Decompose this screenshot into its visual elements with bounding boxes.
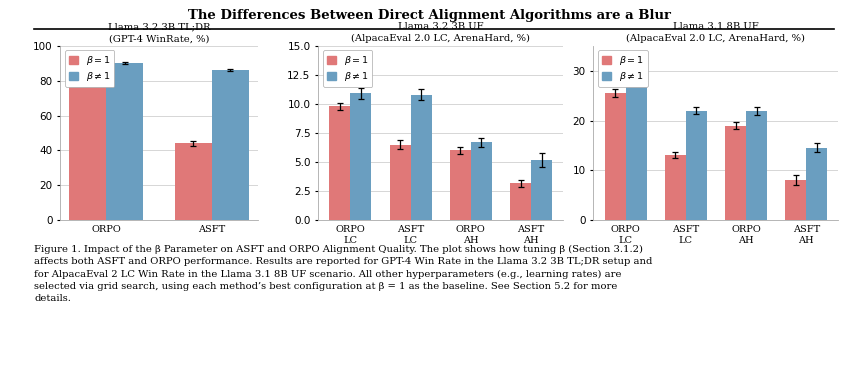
- Bar: [390, 145, 410, 220]
- Legend: $\beta=1$, $\beta\neq 1$: $\beta=1$, $\beta\neq 1$: [64, 50, 114, 87]
- Bar: [471, 142, 492, 220]
- Bar: [510, 183, 531, 220]
- Legend: $\beta=1$, $\beta\neq 1$: $\beta=1$, $\beta\neq 1$: [322, 50, 372, 87]
- Bar: [785, 180, 807, 220]
- Title: Llama 3.2 3B TL;DR
(GPT-4 WinRate, %): Llama 3.2 3B TL;DR (GPT-4 WinRate, %): [108, 23, 211, 43]
- Bar: [350, 93, 372, 220]
- Bar: [107, 63, 144, 220]
- Bar: [746, 111, 767, 220]
- Text: Impact of the β Parameter on ASFT and ORPO Alignment Quality.: Impact of the β Parameter on ASFT and OR…: [0, 379, 1, 380]
- Text: Figure 1.: Figure 1.: [0, 379, 1, 380]
- Bar: [725, 125, 746, 220]
- Bar: [531, 160, 552, 220]
- Text: Figure 1. Impact of the β Parameter on ASFT and ORPO Alignment Quality. The plot: Figure 1. Impact of the β Parameter on A…: [34, 245, 653, 303]
- Bar: [685, 111, 707, 220]
- Text: The Differences Between Direct Alignment Algorithms are a Blur: The Differences Between Direct Alignment…: [188, 10, 672, 22]
- Title: Llama 3.1 8B UF
(AlpacaEval 2.0 LC, ArenaHard, %): Llama 3.1 8B UF (AlpacaEval 2.0 LC, Aren…: [626, 22, 806, 43]
- Bar: [605, 93, 625, 220]
- Bar: [175, 144, 212, 220]
- Bar: [212, 70, 249, 220]
- Title: Llama 3.2 3B UF
(AlpacaEval 2.0 LC, ArenaHard, %): Llama 3.2 3B UF (AlpacaEval 2.0 LC, Aren…: [351, 22, 531, 43]
- Bar: [410, 95, 432, 220]
- Bar: [665, 155, 685, 220]
- Bar: [69, 82, 107, 220]
- Bar: [625, 76, 647, 220]
- Legend: $\beta=1$, $\beta\neq 1$: $\beta=1$, $\beta\neq 1$: [598, 50, 648, 87]
- Bar: [450, 150, 471, 220]
- Bar: [329, 106, 350, 220]
- Bar: [807, 148, 827, 220]
